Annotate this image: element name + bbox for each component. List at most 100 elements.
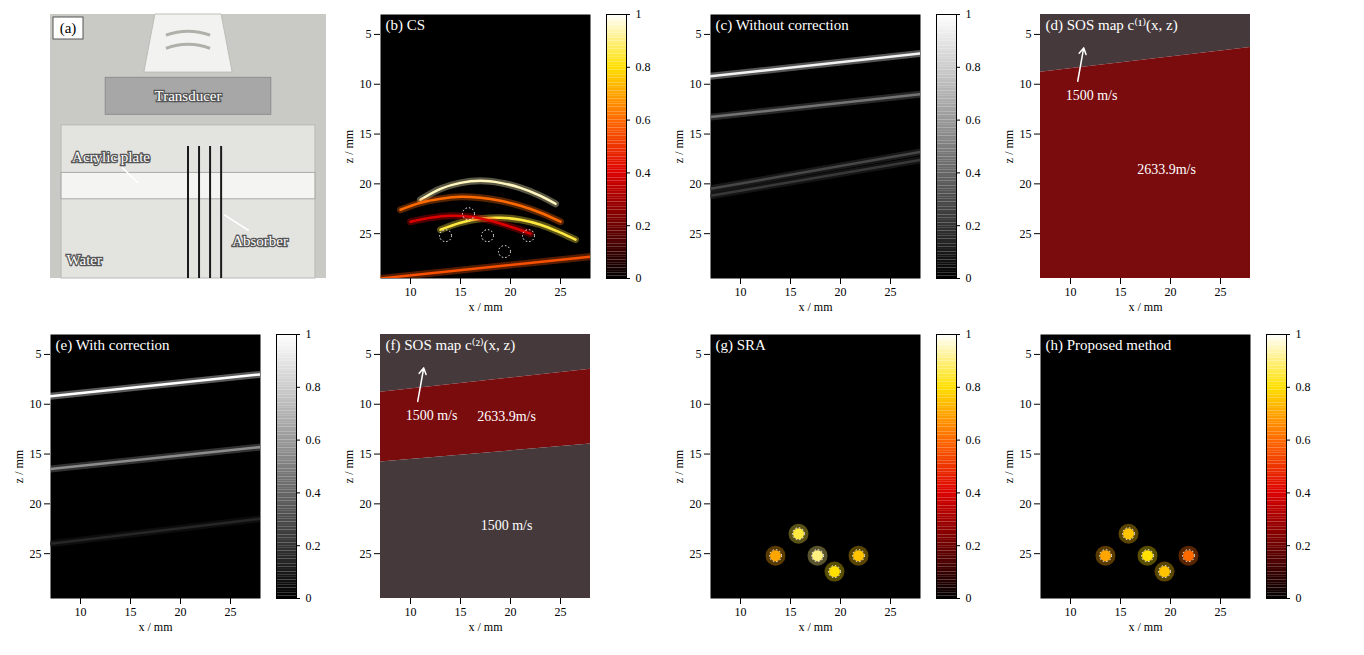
svg-text:25: 25	[690, 227, 702, 241]
svg-text:z / mm: z / mm	[1002, 449, 1016, 483]
svg-text:0: 0	[636, 271, 642, 285]
svg-text:25: 25	[1020, 227, 1032, 241]
svg-text:1500 m/s: 1500 m/s	[406, 408, 458, 423]
svg-text:20: 20	[835, 605, 847, 619]
svg-text:25: 25	[1215, 285, 1227, 299]
svg-text:15: 15	[360, 447, 372, 461]
svg-text:10: 10	[1020, 397, 1032, 411]
svg-text:20: 20	[360, 497, 372, 511]
svg-text:10: 10	[1065, 605, 1077, 619]
svg-text:15: 15	[1020, 127, 1032, 141]
svg-text:20: 20	[505, 605, 517, 619]
svg-text:z / mm: z / mm	[342, 129, 356, 163]
svg-text:Water: Water	[67, 252, 102, 268]
svg-text:25: 25	[885, 605, 897, 619]
svg-text:15: 15	[30, 447, 42, 461]
svg-text:20: 20	[30, 497, 42, 511]
svg-text:0.2: 0.2	[1296, 539, 1311, 553]
svg-text:1500 m/s: 1500 m/s	[481, 518, 533, 533]
svg-text:15: 15	[455, 605, 467, 619]
svg-text:25: 25	[555, 285, 567, 299]
svg-text:(e) With correction: (e) With correction	[56, 337, 171, 354]
svg-text:15: 15	[1115, 605, 1127, 619]
svg-text:25: 25	[225, 605, 237, 619]
svg-text:20: 20	[360, 177, 372, 191]
svg-text:20: 20	[1165, 285, 1177, 299]
svg-text:5: 5	[1026, 347, 1032, 361]
svg-text:Absorber: Absorber	[232, 233, 288, 249]
svg-text:25: 25	[1215, 605, 1227, 619]
svg-text:0.2: 0.2	[966, 219, 981, 233]
svg-text:20: 20	[505, 285, 517, 299]
svg-text:0.6: 0.6	[966, 433, 981, 447]
svg-text:10: 10	[360, 397, 372, 411]
svg-text:0.8: 0.8	[966, 60, 981, 74]
svg-text:0: 0	[1296, 591, 1302, 605]
svg-text:15: 15	[1115, 285, 1127, 299]
svg-text:(c) Without correction: (c) Without correction	[716, 17, 850, 34]
svg-text:x / mm: x / mm	[138, 620, 173, 634]
svg-text:z / mm: z / mm	[672, 129, 686, 163]
svg-text:Transducer: Transducer	[155, 88, 222, 104]
svg-text:(b) CS: (b) CS	[386, 17, 426, 34]
svg-text:z / mm: z / mm	[342, 449, 356, 483]
svg-text:1: 1	[636, 7, 642, 21]
svg-text:1500 m/s: 1500 m/s	[1066, 88, 1118, 103]
svg-text:0.8: 0.8	[966, 380, 981, 394]
svg-text:25: 25	[360, 227, 372, 241]
svg-text:x / mm: x / mm	[798, 300, 833, 314]
svg-text:15: 15	[690, 447, 702, 461]
svg-text:25: 25	[360, 547, 372, 561]
svg-text:25: 25	[1020, 547, 1032, 561]
svg-text:0.6: 0.6	[636, 113, 651, 127]
svg-text:0.6: 0.6	[1296, 433, 1311, 447]
svg-text:x / mm: x / mm	[798, 620, 833, 634]
svg-text:10: 10	[360, 77, 372, 91]
svg-text:15: 15	[690, 127, 702, 141]
svg-text:5: 5	[1026, 27, 1032, 41]
svg-text:(h) Proposed method: (h) Proposed method	[1046, 337, 1172, 354]
svg-text:5: 5	[696, 347, 702, 361]
svg-text:20: 20	[690, 177, 702, 191]
svg-text:0.4: 0.4	[306, 486, 321, 500]
svg-text:5: 5	[36, 347, 42, 361]
svg-text:0.8: 0.8	[636, 60, 651, 74]
svg-text:0.4: 0.4	[966, 486, 981, 500]
svg-text:20: 20	[175, 605, 187, 619]
svg-text:10: 10	[75, 605, 87, 619]
svg-text:x / mm: x / mm	[468, 620, 503, 634]
svg-text:Acrylic plate: Acrylic plate	[72, 149, 150, 165]
svg-text:25: 25	[885, 285, 897, 299]
svg-text:0.6: 0.6	[966, 113, 981, 127]
svg-text:25: 25	[555, 605, 567, 619]
svg-text:(d) SOS map c⁽¹⁾(x, z): (d) SOS map c⁽¹⁾(x, z)	[1046, 17, 1178, 34]
svg-text:z / mm: z / mm	[12, 449, 26, 483]
svg-text:0.4: 0.4	[966, 166, 981, 180]
svg-text:10: 10	[405, 285, 417, 299]
svg-text:20: 20	[1165, 605, 1177, 619]
svg-text:2633.9m/s: 2633.9m/s	[1137, 162, 1196, 177]
svg-text:1: 1	[966, 7, 972, 21]
svg-text:(g) SRA: (g) SRA	[716, 337, 767, 354]
svg-text:z / mm: z / mm	[1002, 129, 1016, 163]
svg-text:0.4: 0.4	[1296, 486, 1311, 500]
svg-text:x / mm: x / mm	[1128, 620, 1163, 634]
svg-text:0.2: 0.2	[306, 539, 321, 553]
svg-text:15: 15	[360, 127, 372, 141]
svg-text:0.4: 0.4	[636, 166, 651, 180]
svg-text:(f) SOS map c⁽²⁾(x, z): (f) SOS map c⁽²⁾(x, z)	[386, 337, 516, 354]
svg-text:20: 20	[1020, 177, 1032, 191]
svg-text:1: 1	[966, 327, 972, 341]
svg-text:0: 0	[966, 591, 972, 605]
svg-text:5: 5	[366, 27, 372, 41]
svg-text:(a): (a)	[60, 20, 77, 37]
svg-text:0: 0	[966, 271, 972, 285]
svg-text:15: 15	[1020, 447, 1032, 461]
svg-text:0.6: 0.6	[306, 433, 321, 447]
svg-text:2633.9m/s: 2633.9m/s	[477, 409, 536, 424]
svg-text:10: 10	[690, 77, 702, 91]
svg-text:20: 20	[835, 285, 847, 299]
svg-text:20: 20	[1020, 497, 1032, 511]
svg-text:15: 15	[125, 605, 137, 619]
svg-text:z / mm: z / mm	[672, 449, 686, 483]
